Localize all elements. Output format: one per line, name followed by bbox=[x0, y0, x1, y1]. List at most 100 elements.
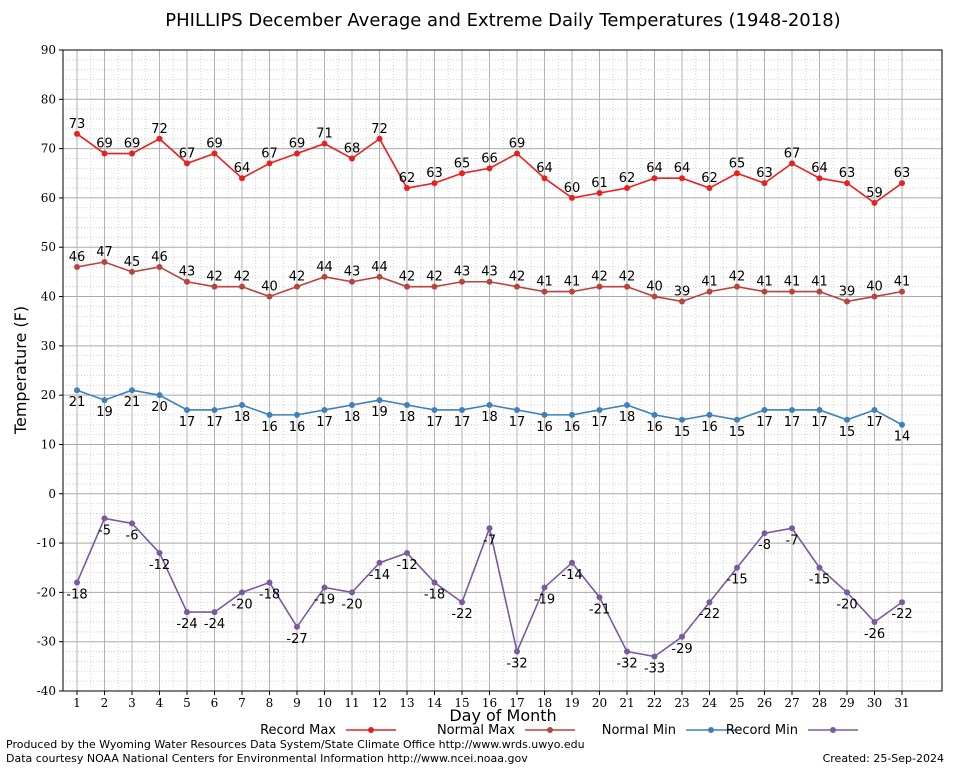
x-tick-label: 22 bbox=[647, 696, 662, 710]
data-label-normal-max: 43 bbox=[481, 265, 498, 280]
y-tick-label: 20 bbox=[41, 388, 56, 402]
data-point-record-max bbox=[404, 185, 410, 192]
footer-produced-by: Produced by the Wyoming Water Resources … bbox=[6, 738, 585, 751]
data-label-normal-max: 42 bbox=[591, 270, 608, 285]
data-label-normal-min: 18 bbox=[344, 410, 361, 425]
data-point-record-min bbox=[706, 599, 713, 606]
data-label-record-max: 69 bbox=[124, 137, 141, 152]
data-point-normal-max bbox=[816, 288, 823, 295]
data-label-normal-min: 17 bbox=[509, 415, 526, 430]
data-point-normal-min bbox=[211, 406, 218, 413]
data-point-normal-max bbox=[321, 273, 328, 280]
data-point-record-min bbox=[596, 594, 603, 601]
data-point-normal-min bbox=[844, 416, 850, 423]
data-label-normal-max: 42 bbox=[234, 270, 251, 285]
x-tick-label: 25 bbox=[729, 696, 744, 710]
data-label-record-min: -12 bbox=[396, 558, 417, 573]
data-label-record-max: 69 bbox=[509, 137, 526, 152]
data-label-normal-min: 16 bbox=[289, 420, 306, 435]
data-point-record-max bbox=[349, 155, 355, 162]
data-point-normal-max bbox=[486, 278, 493, 285]
data-point-normal-max bbox=[569, 288, 575, 295]
data-point-normal-max bbox=[129, 268, 135, 275]
data-label-normal-min: 16 bbox=[646, 420, 663, 435]
data-label-normal-min: 16 bbox=[564, 420, 581, 435]
x-tick-label: 28 bbox=[812, 696, 827, 710]
data-label-record-max: 73 bbox=[69, 117, 86, 132]
data-point-record-max bbox=[569, 194, 575, 201]
data-point-normal-max bbox=[871, 293, 878, 300]
data-label-record-max: 62 bbox=[701, 171, 718, 186]
data-label-normal-max: 41 bbox=[784, 275, 801, 290]
series-record-max: 73 69 69 72 67 69 64 67 69 71 68 72 62 63 65 66 69 64 60 61… bbox=[69, 117, 910, 206]
data-label-record-min: -22 bbox=[699, 607, 720, 622]
x-tick-label: 31 bbox=[894, 696, 909, 710]
data-label-record-min: -32 bbox=[616, 657, 637, 672]
data-label-record-max: 67 bbox=[261, 146, 278, 161]
y-tick-label: 10 bbox=[41, 437, 56, 451]
data-label-record-max: 62 bbox=[619, 171, 636, 186]
data-point-normal-min bbox=[486, 402, 493, 409]
y-tick-label: 80 bbox=[41, 92, 56, 106]
data-label-normal-min: 17 bbox=[756, 415, 773, 430]
data-label-normal-min: 17 bbox=[454, 415, 471, 430]
data-label-normal-max: 42 bbox=[426, 270, 443, 285]
data-label-record-max: 63 bbox=[756, 166, 773, 181]
data-point-normal-min bbox=[294, 411, 300, 418]
data-label-record-min: -21 bbox=[589, 602, 610, 617]
data-label-record-max: 71 bbox=[316, 127, 333, 142]
data-label-record-min: -12 bbox=[149, 558, 170, 573]
x-tick-label: 30 bbox=[867, 696, 882, 710]
y-tick-label: 0 bbox=[48, 487, 56, 501]
data-label-record-max: 64 bbox=[536, 161, 553, 176]
data-label-record-min: -26 bbox=[864, 627, 885, 642]
x-tick-label: 26 bbox=[757, 696, 772, 710]
x-tick-label: 12 bbox=[372, 696, 387, 710]
data-point-record-min bbox=[899, 599, 905, 606]
x-tick-label: 16 bbox=[482, 696, 497, 710]
data-point-normal-min bbox=[266, 411, 273, 418]
series-layer: 73 69 69 72 67 69 64 67 69 71 68 72 62 63 65 66 69 64 60 61… bbox=[66, 117, 912, 677]
data-label-record-max: 62 bbox=[399, 171, 416, 186]
data-point-record-max bbox=[266, 160, 273, 167]
data-point-normal-min bbox=[789, 406, 795, 413]
data-label-normal-max: 41 bbox=[701, 275, 718, 290]
data-point-normal-min bbox=[514, 406, 520, 413]
data-point-normal-min bbox=[101, 397, 108, 404]
data-label-normal-min: 15 bbox=[729, 425, 746, 440]
data-label-record-min: -18 bbox=[66, 588, 87, 603]
legend-label-normal-min: Normal Min bbox=[602, 723, 676, 738]
data-point-normal-max bbox=[101, 259, 108, 266]
y-tick-label: -40 bbox=[37, 684, 56, 698]
x-tick-label: 19 bbox=[564, 696, 579, 710]
data-point-record-max bbox=[486, 165, 493, 172]
data-label-record-max: 64 bbox=[646, 161, 663, 176]
data-point-normal-min bbox=[596, 406, 603, 413]
x-tick-label: 2 bbox=[101, 696, 109, 710]
data-label-normal-max: 40 bbox=[866, 280, 883, 295]
data-label-record-min: -18 bbox=[259, 588, 280, 603]
data-point-normal-min bbox=[431, 406, 438, 413]
data-point-normal-max bbox=[459, 278, 465, 285]
data-label-normal-min: 17 bbox=[179, 415, 196, 430]
data-label-normal-max: 41 bbox=[811, 275, 828, 290]
data-label-normal-min: 19 bbox=[371, 405, 388, 420]
data-point-record-max bbox=[211, 150, 218, 157]
data-label-record-min: -20 bbox=[836, 597, 857, 612]
x-tick-label: 29 bbox=[839, 696, 854, 710]
data-point-record-max bbox=[459, 170, 465, 177]
data-label-normal-max: 41 bbox=[564, 275, 581, 290]
data-point-record-min bbox=[184, 609, 190, 616]
data-point-record-min bbox=[101, 515, 108, 522]
data-label-normal-min: 17 bbox=[866, 415, 883, 430]
data-label-normal-min: 21 bbox=[69, 395, 86, 410]
x-tick-label: 21 bbox=[619, 696, 634, 710]
y-tick-label: 60 bbox=[41, 191, 56, 205]
data-point-normal-max bbox=[376, 273, 383, 280]
data-label-record-max: 67 bbox=[784, 146, 801, 161]
x-tick-label: 13 bbox=[399, 696, 414, 710]
data-point-normal-max bbox=[404, 283, 410, 290]
legend-marker-normal-max bbox=[547, 727, 553, 733]
data-point-record-max bbox=[156, 135, 163, 142]
